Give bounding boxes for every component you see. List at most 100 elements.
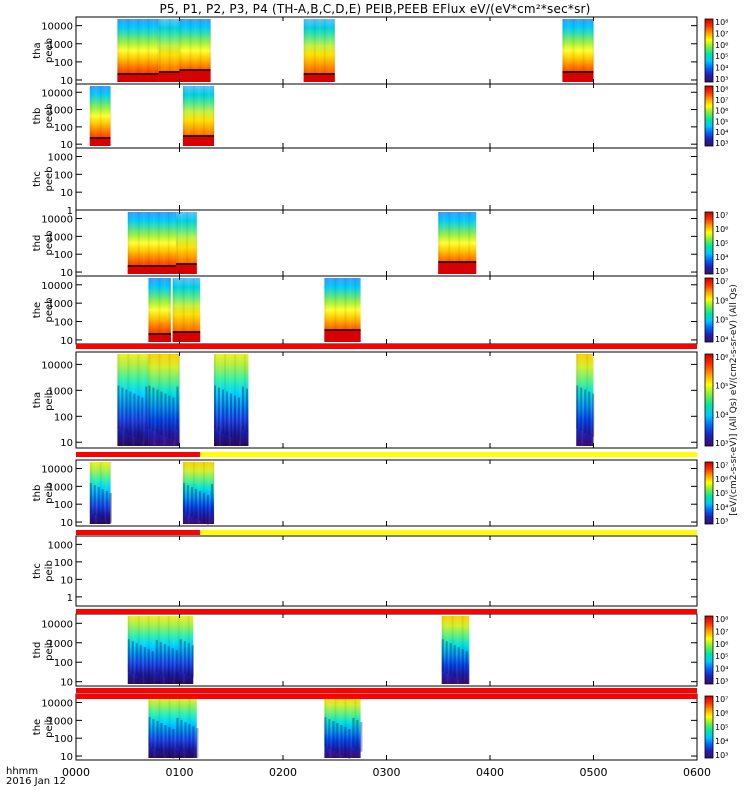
spectrogram-texture: [226, 391, 228, 435]
spectrogram-streak: [148, 278, 151, 342]
spectrogram-streak: [167, 212, 170, 274]
spectrogram-streak: [117, 19, 120, 82]
spectrogram-streak: [192, 278, 195, 342]
spectrogram-block: [303, 19, 335, 82]
spectrogram-texture: [445, 641, 448, 674]
spectrogram-streak: [443, 212, 446, 274]
colorbar-tick-label: 10⁶: [715, 475, 728, 484]
colorbar-tick-label: 10⁶: [715, 107, 728, 116]
spectrogram-texture: [176, 386, 179, 430]
spectrogram-texture: [183, 641, 186, 674]
spectrogram-texture: [453, 645, 456, 678]
colorbar-tick-label: 10³: [715, 75, 728, 84]
spectrogram-streak: [334, 696, 337, 758]
spectrogram-texture: [238, 397, 240, 441]
spectrogram-streak: [177, 616, 180, 684]
low-energy-band: [562, 72, 594, 82]
y-tick-label: 10: [60, 336, 73, 347]
spectrogram-streak: [179, 19, 182, 82]
low-energy-band: [176, 264, 197, 274]
y-tick-label: 10: [60, 575, 73, 586]
y-tick-label: 100: [54, 658, 73, 669]
spectrogram-streak: [158, 354, 161, 446]
spectrogram-texture: [89, 483, 92, 513]
spectrogram-streak: [109, 86, 112, 146]
colorbar-tick-label: 10⁷: [715, 211, 728, 220]
colorbar: [704, 615, 714, 685]
spectrogram-streak: [461, 616, 464, 684]
panel-frame: [75, 83, 698, 149]
spectrogram-streak: [591, 354, 594, 446]
spectrogram-texture: [148, 385, 151, 429]
spectrogram-streak: [192, 616, 195, 684]
spectrogram-texture: [328, 719, 331, 749]
spectrogram-texture: [117, 385, 120, 429]
spectrogram-streak: [318, 19, 321, 82]
spectrogram-texture: [164, 725, 167, 755]
spectrogram-texture: [160, 723, 163, 753]
spectrogram-streak: [234, 354, 236, 446]
spectrogram-streak: [172, 616, 175, 684]
colorbar-tick-label: 10⁸: [715, 18, 728, 27]
spectrogram-streak: [147, 616, 150, 684]
spectrogram-streak: [153, 696, 156, 758]
spectrogram-texture: [145, 386, 148, 430]
spectrogram-streak: [148, 354, 151, 446]
spectrogram-streak: [182, 462, 185, 524]
y-tick-label: 10000: [41, 88, 73, 99]
spectrogram-texture: [332, 721, 335, 751]
colorbar: [704, 353, 714, 447]
y-tick-label: 10000: [41, 215, 73, 226]
spectrogram-texture: [340, 725, 343, 755]
spectrogram-texture: [246, 388, 248, 432]
spectrogram-texture: [135, 643, 138, 676]
low-energy-band: [148, 334, 171, 342]
y-tick-label: 100: [54, 734, 73, 745]
spectrogram-texture: [175, 650, 178, 683]
spectrogram-texture: [584, 389, 587, 433]
y-tick-label: 1000: [48, 639, 73, 650]
y-tick-label: 10: [60, 752, 73, 763]
colorbar-tick-label: 10⁵: [715, 382, 728, 391]
spectrogram-texture: [101, 489, 104, 519]
spectrogram-streak: [192, 462, 195, 524]
spectrogram-texture: [210, 484, 213, 514]
x-tick-label: 0000: [62, 766, 90, 779]
spectrogram-texture: [242, 386, 244, 430]
colorbar: [704, 461, 714, 525]
spectrogram-texture: [222, 389, 224, 433]
spectrogram-streak: [333, 19, 336, 82]
spectrogram-streak: [212, 462, 215, 524]
date-label: 2016 Jan 12: [6, 776, 66, 787]
spectrogram-texture: [156, 389, 159, 433]
spectrogram-streak: [137, 616, 140, 684]
spectrogram-texture: [137, 395, 140, 439]
x-tick-label: 0500: [580, 766, 608, 779]
y-tick-label: 1: [67, 593, 73, 604]
spectrogram-texture: [97, 487, 100, 517]
spectrogram-streak: [473, 212, 476, 274]
spectrogram-texture: [172, 397, 175, 441]
spectrogram-texture: [93, 485, 96, 515]
spectrogram-streak: [196, 212, 199, 274]
spectrogram-texture: [457, 647, 460, 680]
low-energy-band: [303, 74, 335, 82]
y-tick-label: 100: [54, 318, 73, 329]
spectrogram-streak: [137, 212, 140, 274]
spectrogram-texture: [167, 646, 170, 679]
spectrogram-streak: [328, 19, 331, 82]
spectrogram-streak: [158, 19, 161, 82]
spectrogram-streak: [581, 354, 584, 446]
y-tick-label: 1000: [48, 106, 73, 117]
spectrogram-texture: [449, 643, 452, 676]
spectrogram-streak: [152, 616, 155, 684]
spectrogram-texture: [179, 639, 182, 672]
spectrogram-texture: [202, 493, 205, 523]
spectrogram-streak: [192, 86, 195, 146]
low-energy-band: [89, 138, 111, 146]
panel-label: thc: [32, 171, 43, 187]
panel-label: peeb: [44, 298, 55, 323]
panel-label: thb: [32, 108, 43, 125]
spectrogram-streak: [132, 354, 135, 446]
spectrogram-texture: [105, 491, 108, 521]
